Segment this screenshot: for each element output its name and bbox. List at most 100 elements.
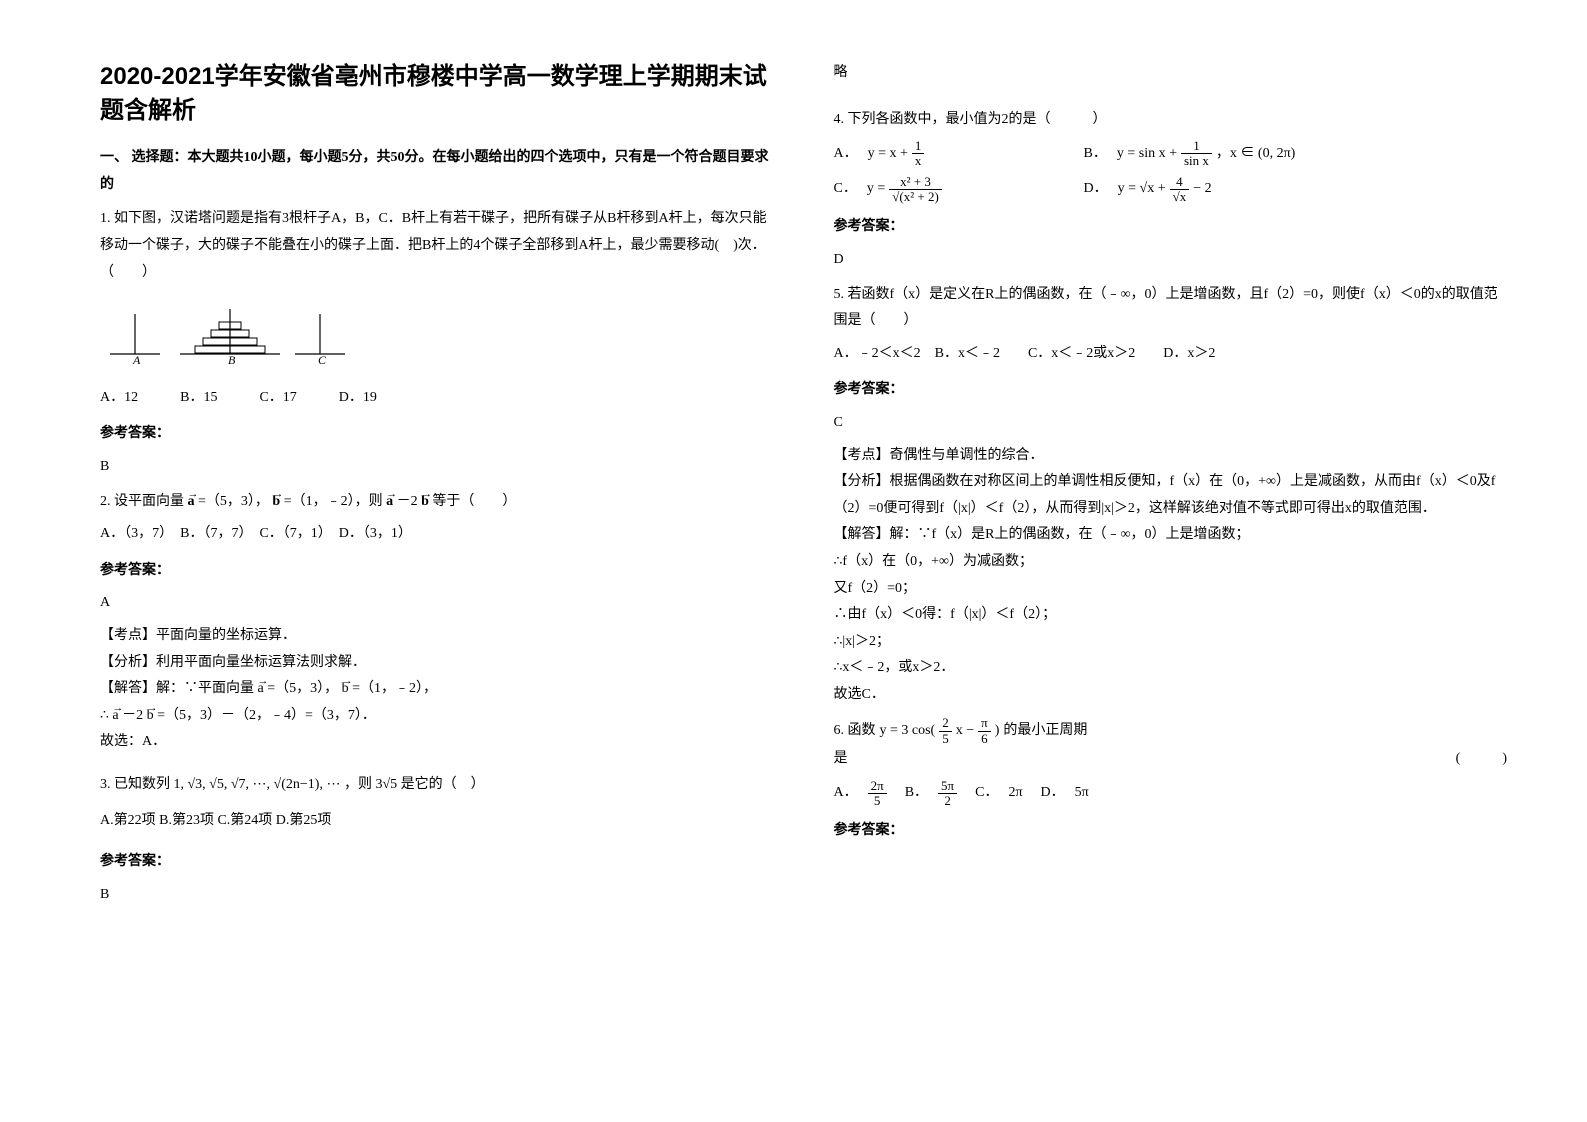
- q4-b-den: sin x: [1181, 154, 1212, 168]
- q4-d-den: √x: [1170, 190, 1190, 204]
- q6-option-c: C． 2π: [975, 780, 1022, 807]
- q6-b-den: 2: [938, 794, 957, 808]
- q4-option-d: D． y = √x + 4 √x − 2: [1084, 175, 1212, 205]
- q6-mid: x −: [956, 718, 974, 745]
- svg-text:A: A: [132, 353, 141, 364]
- q6-option-d: D． 5π: [1041, 780, 1089, 807]
- vector-a-3: a: [258, 681, 264, 696]
- q6-b-num: 5π: [938, 779, 957, 794]
- q6-expr-r: ): [995, 718, 1000, 745]
- page-title: 2020-2021学年安徽省亳州市穆楼中学高一数学理上学期期末试题含解析: [100, 60, 774, 127]
- q3-ref-answer-label: 参考答案：: [100, 849, 774, 876]
- q5-solve-4: ∴由f（x）＜0得：f（|x|）＜f（2）；: [834, 602, 1508, 629]
- vector-b: b: [272, 494, 280, 509]
- q2-options: A．（3，7） B．（7，7） C．（7，1） D．（3，1）: [100, 521, 774, 548]
- q4-b-expr: y = sin x +: [1117, 141, 1177, 168]
- q4-b-frac: 1 sin x: [1181, 139, 1212, 169]
- q4-option-a: A． y = x + 1 x: [834, 139, 1084, 169]
- q3-sequence: 1, √3, √5, √7, ⋯, √(2n−1), ⋯: [174, 777, 341, 792]
- q4-a-label: A．: [834, 141, 858, 168]
- q6-option-b: B． 5π 2: [905, 779, 957, 809]
- q4-b-label: B．: [1084, 141, 1107, 168]
- q2-analysis: 【分析】利用平面向量坐标运算法则求解．: [100, 650, 774, 677]
- q6-a-frac: 2π 5: [868, 779, 887, 809]
- q4-a-expr: y = x +: [868, 141, 908, 168]
- q6-f1-num: 2: [939, 716, 952, 731]
- section-1-header: 一、 选择题：本大题共10小题，每小题5分，共50分。在每小题给出的四个选项中，…: [100, 145, 774, 198]
- q2-pre: 2. 设平面向量: [100, 494, 184, 509]
- q2-s2-mid: －2: [122, 708, 143, 723]
- q2-s1-pre: 【解答】解：∵平面向量: [100, 681, 254, 696]
- q6-d-label: D．: [1041, 780, 1065, 807]
- q5-solve-3: 又f（2）=0；: [834, 576, 1508, 603]
- q2-mid1: =（5，3），: [198, 494, 269, 509]
- question-5-text: 5. 若函数f（x）是定义在R上的偶函数，在（﹣∞，0）上是增函数，且f（2）=…: [834, 282, 1508, 335]
- q1-options: A．12 B．15 C．17 D．19: [100, 385, 774, 412]
- q2-solve-line2: ∴ a －2 b =（5，3）－（2，﹣4）=（3，7）．: [100, 703, 774, 730]
- q2-mid2: =（1，﹣2），则: [284, 494, 383, 509]
- q6-expr-l: y = 3 cos(: [880, 718, 936, 745]
- q3-value: 3√5: [375, 777, 397, 792]
- q3-post: 是它的（ ）: [401, 777, 485, 792]
- q4-d-expr: y = √x +: [1118, 176, 1166, 203]
- q6-a-den: 5: [868, 794, 887, 808]
- q4-b-cond: ，x ∈ (0, 2π): [1216, 141, 1295, 168]
- q6-a-label: A．: [834, 780, 858, 807]
- q6-option-a: A． 2π 5: [834, 779, 887, 809]
- q6-c-val: 2π: [1008, 780, 1022, 807]
- q4-d-num: 4: [1170, 175, 1190, 190]
- vector-a: a: [188, 494, 195, 509]
- q6-frac1: 2 5: [939, 716, 952, 746]
- q2-s1-mid: =（5，3），: [267, 681, 338, 696]
- q3-pre: 3. 已知数列: [100, 777, 170, 792]
- q6-f2-den: 6: [978, 732, 991, 746]
- question-2-text: 2. 设平面向量 a =（5，3）， b =（1，﹣2），则 a －2 b 等于…: [100, 489, 774, 516]
- question-6-text: 6. 函数 y = 3 cos( 2 5 x − π 6 ) 的最小正周期: [834, 716, 1508, 746]
- q6-line2: 是 ( ): [834, 746, 1508, 773]
- q3-options: A.第22项 B.第23项 C.第24项 D.第25项: [100, 808, 774, 835]
- q2-mid3: －2: [397, 494, 418, 509]
- vector-b-3: b: [342, 681, 349, 696]
- q6-pre: 6. 函数: [834, 718, 876, 745]
- q4-a-num: 1: [912, 139, 925, 154]
- q5-analysis: 【分析】根据偶函数在对称区间上的单调性相反便知，f（x）在（0，+∞）上是减函数…: [834, 469, 1508, 522]
- q4-a-frac: 1 x: [912, 139, 925, 169]
- q4-d-frac: 4 √x: [1170, 175, 1190, 205]
- q1-answer: B: [100, 454, 774, 481]
- question-3-text: 3. 已知数列 1, √3, √5, √7, ⋯, √(2n−1), ⋯ ，则 …: [100, 772, 774, 799]
- q4-ref-answer-label: 参考答案：: [834, 214, 1508, 241]
- q1-ref-answer-label: 参考答案：: [100, 421, 774, 448]
- q6-b-frac: 5π 2: [938, 779, 957, 809]
- q6-a-num: 2π: [868, 779, 887, 794]
- vector-a-2: a: [386, 494, 393, 509]
- q5-solve-7: 故选C．: [834, 682, 1508, 709]
- q5-solve-6: ∴x＜﹣2，或x＞2．: [834, 655, 1508, 682]
- q5-solve-2: ∴f（x）在（0，+∞）为减函数；: [834, 549, 1508, 576]
- q3-answer: B: [100, 882, 774, 909]
- q6-f1-den: 5: [939, 732, 952, 746]
- q5-answer: C: [834, 410, 1508, 437]
- q5-solve-1: 【解答】解：∵f（x）是R上的偶函数，在（﹣∞，0）上是增函数；: [834, 522, 1508, 549]
- q6-d-val: 5π: [1075, 780, 1089, 807]
- svg-text:B: B: [228, 353, 236, 364]
- q4-c-label: C．: [834, 176, 857, 203]
- q2-answer: A: [100, 590, 774, 617]
- q4-answer: D: [834, 247, 1508, 274]
- q1-diagram: A B C: [100, 294, 774, 375]
- q6-paren: ( ): [1456, 746, 1507, 773]
- q6-b-label: B．: [905, 780, 928, 807]
- svg-text:C: C: [318, 353, 327, 364]
- q4-d-label: D．: [1084, 176, 1108, 203]
- q4-c-expr: y =: [867, 176, 885, 203]
- q4-c-frac: x² + 3 √(x² + 2): [889, 175, 942, 205]
- q4-c-num: x² + 3: [889, 175, 942, 190]
- q4-a-den: x: [912, 154, 925, 168]
- vector-b-2: b: [421, 494, 429, 509]
- q4-c-den: √(x² + 2): [889, 190, 942, 204]
- vector-a-4: a: [112, 708, 118, 723]
- q4-option-b: B． y = sin x + 1 sin x ，x ∈ (0, 2π): [1084, 139, 1296, 169]
- q5-options: A．﹣2＜x＜2 B．x＜﹣2 C．x＜﹣2或x＞2 D．x＞2: [834, 341, 1508, 368]
- q6-line2-pre: 是: [834, 746, 848, 773]
- q2-point: 【考点】平面向量的坐标运算．: [100, 623, 774, 650]
- q5-ref-answer-label: 参考答案：: [834, 377, 1508, 404]
